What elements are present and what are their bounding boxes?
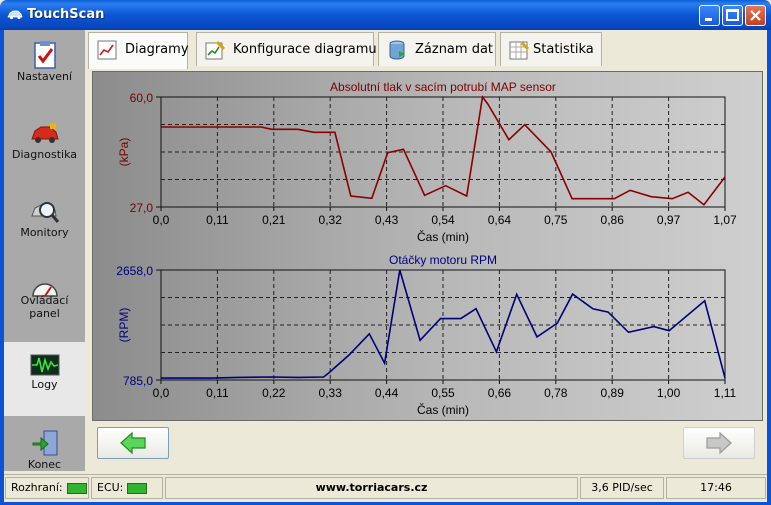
arrow-left-icon xyxy=(120,431,146,455)
interface-led xyxy=(66,482,87,494)
tab-zaznam-dat[interactable]: Záznam dat xyxy=(378,32,496,66)
x-tick-label: 1,00 xyxy=(657,386,681,400)
x-tick-label: 0,86 xyxy=(601,213,625,227)
x-tick-label: 0,11 xyxy=(206,386,229,400)
chart-edit-icon xyxy=(205,40,225,60)
arrow-right-icon xyxy=(706,431,732,455)
x-tick-label: 1,11 xyxy=(714,386,737,400)
status-bar: Rozhraní: ECU: www.torriacars.cz 3,6 PID… xyxy=(4,474,767,502)
sidebar-item-konec[interactable]: Konec xyxy=(4,420,85,494)
sidebar-item-label: Ovládací panel xyxy=(20,294,69,320)
x-tick-label: 0,33 xyxy=(319,386,343,400)
interface-label: Rozhraní: xyxy=(11,481,63,494)
sidebar-item-label: Monitory xyxy=(20,226,69,239)
x-tick-label: 0,66 xyxy=(488,386,512,400)
statistics-icon xyxy=(509,41,529,60)
x-tick-label: 0,55 xyxy=(431,386,455,400)
clock: 17:46 xyxy=(700,481,732,494)
x-tick-label: 0,89 xyxy=(601,386,625,400)
navigation-bar xyxy=(92,422,763,465)
maximize-icon xyxy=(726,9,739,21)
close-icon xyxy=(750,10,761,21)
tab-label: Záznam dat xyxy=(415,42,494,57)
close-button[interactable] xyxy=(745,5,766,26)
chart-icon xyxy=(97,40,117,60)
y-tick-label: 27,0 xyxy=(130,201,154,215)
y-tick-label: 60,0 xyxy=(130,91,154,105)
minimize-button[interactable] xyxy=(699,5,720,26)
charts-svg: 0,0 0,11 0,21 0,32 0,43 0,54 0,64 0,75 0,86 0,97 1… xyxy=(116,80,737,417)
website-cell: www.torriacars.cz xyxy=(165,477,578,499)
x-tick-label: 0,11 xyxy=(206,213,229,227)
x-tick-label: 0,54 xyxy=(431,213,455,227)
website-text: www.torriacars.cz xyxy=(315,481,428,494)
minimize-icon xyxy=(705,18,712,21)
x-tick-label: 0,64 xyxy=(488,213,512,227)
ecu-status: ECU: xyxy=(91,477,163,499)
x-tick-label: 0,32 xyxy=(319,213,343,227)
app-car-icon xyxy=(7,10,23,20)
x-tick-label: 0,0 xyxy=(153,213,170,227)
gauge-icon xyxy=(32,283,58,297)
x-tick-label: 1,07 xyxy=(713,213,737,227)
x-axis-label: Čas (min) xyxy=(417,402,469,417)
x-tick-label: 0,0 xyxy=(153,386,170,400)
window-title: TouchScan xyxy=(27,7,105,22)
y-tick-label: 785,0 xyxy=(123,374,153,388)
sidebar-item-logy[interactable]: Logy xyxy=(4,342,85,416)
sidebar-item-diagnostika[interactable]: Diagnostika xyxy=(4,110,85,184)
x-tick-label: 0,21 xyxy=(262,213,286,227)
sidebar-item-ovladaci-panel[interactable]: Ovládací panel xyxy=(4,266,85,340)
x-tick-label: 0,22 xyxy=(262,386,286,400)
x-tick-label: 0,43 xyxy=(375,213,399,227)
sidebar-item-label: Konec xyxy=(27,458,62,471)
rate-cell: 3,6 PID/sec xyxy=(580,477,664,499)
series-line xyxy=(161,269,726,379)
maximize-button[interactable] xyxy=(722,5,743,26)
pid-rate: 3,6 PID/sec xyxy=(591,481,653,494)
ecu-label: ECU: xyxy=(97,481,124,494)
sidebar-item-label: Diagnostika xyxy=(12,148,77,161)
database-icon xyxy=(389,40,405,60)
chart-panel: 0,0 0,11 0,21 0,32 0,43 0,54 0,64 0,75 0,86 0,97 1… xyxy=(92,71,763,421)
magnifier-icon xyxy=(31,202,60,223)
sidebar-item-label: Nastavení xyxy=(16,70,73,83)
car-icon xyxy=(31,123,59,143)
y-axis-label: (kPa) xyxy=(117,138,131,167)
chart-title: Otáčky motoru RPM xyxy=(389,253,497,267)
previous-button[interactable] xyxy=(97,427,169,459)
chart-title: Absolutní tlak v sacím potrubí MAP senso… xyxy=(330,80,556,94)
y-tick-label: 2658,0 xyxy=(116,264,153,278)
next-button[interactable] xyxy=(683,427,755,459)
y-axis-label: (RPM) xyxy=(117,308,131,343)
title-bar: TouchScan xyxy=(0,0,771,30)
series-line xyxy=(161,95,726,206)
tab-statistika[interactable]: Statistika xyxy=(500,32,602,66)
time-cell: 17:46 xyxy=(666,477,766,499)
x-tick-label: 0,78 xyxy=(544,386,568,400)
tab-label: Konfigurace diagramu xyxy=(233,42,377,57)
tab-label: Diagramy xyxy=(125,42,189,57)
sidebar-item-nastaveni[interactable]: Nastavení xyxy=(4,32,85,106)
ecu-led xyxy=(127,482,148,494)
tab-diagramy[interactable]: Diagramy xyxy=(88,32,189,69)
x-tick-label: 0,44 xyxy=(375,386,399,400)
tab-label: Statistika xyxy=(533,42,594,57)
x-tick-label: 0,97 xyxy=(657,213,681,227)
waveform-icon xyxy=(30,354,60,376)
tab-strip: Diagramy Konfigurace diagramu Záznam dat… xyxy=(86,30,767,69)
tab-konfigurace-diagramu[interactable]: Konfigurace diagramu xyxy=(196,32,377,66)
sidebar: Nastavení Diagnostika Monitory Ovládací … xyxy=(4,30,85,471)
exit-door-icon xyxy=(32,430,58,456)
x-tick-label: 0,75 xyxy=(544,213,568,227)
x-axis-label: Čas (min) xyxy=(417,229,469,244)
sidebar-item-label: Logy xyxy=(31,378,58,391)
settings-clipboard-icon xyxy=(34,41,56,69)
sidebar-item-monitory[interactable]: Monitory xyxy=(4,188,85,262)
interface-status: Rozhraní: xyxy=(5,477,89,499)
